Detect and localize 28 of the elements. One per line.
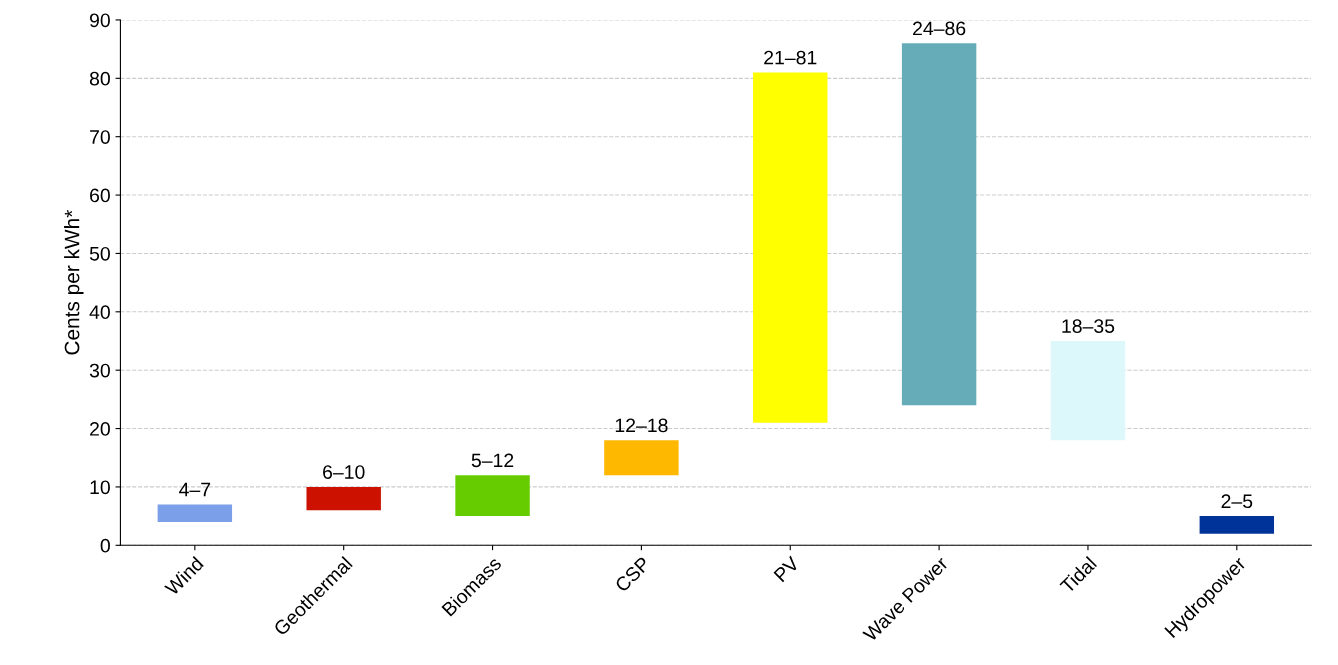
bar	[604, 440, 679, 476]
y-tick-label: 0	[100, 538, 110, 553]
y-tick-label: 30	[89, 363, 110, 378]
data-label: 2–5	[1221, 494, 1253, 509]
bar	[901, 43, 977, 406]
data-label: 18–35	[1062, 319, 1115, 333]
y-tick-label: 80	[89, 71, 110, 86]
y-axis-title: Cents per kWh*	[64, 210, 84, 355]
bar	[306, 486, 381, 511]
y-tick-label: 60	[90, 188, 110, 203]
data-label: 4–7	[179, 482, 211, 497]
y-tick-label: 90	[89, 13, 110, 28]
data-label: 12–18	[615, 418, 668, 433]
bar	[1199, 516, 1275, 534]
y-tick-label: 70	[90, 130, 110, 144]
y-tick-label: 40	[89, 305, 110, 320]
bar	[157, 504, 233, 522]
y-tick-label: 20	[90, 422, 110, 436]
data-label: 5–12	[471, 453, 514, 468]
data-label: 24–86	[913, 21, 966, 36]
bar	[1050, 341, 1126, 441]
y-tick-label: 10	[90, 480, 110, 495]
bar	[455, 475, 530, 517]
bar	[753, 72, 828, 423]
x-tick-label: PV	[773, 555, 801, 583]
data-label: 6–10	[323, 465, 365, 479]
data-label: 21–81	[764, 50, 817, 65]
y-tick-label: 50	[89, 246, 110, 261]
